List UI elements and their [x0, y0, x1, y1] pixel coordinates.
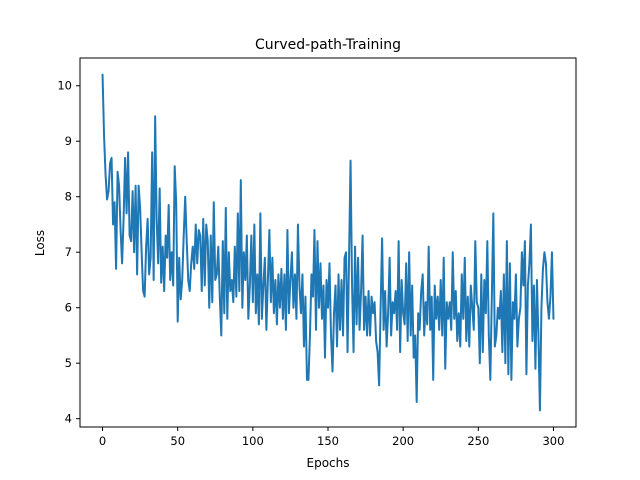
- y-tick-label: 7: [65, 245, 72, 259]
- x-axis-ticks: 0 50 100 150 200 250 300: [99, 427, 564, 448]
- x-tick-label: 200: [392, 434, 414, 448]
- y-tick-label: 6: [65, 301, 72, 315]
- y-tick-label: 5: [65, 356, 72, 370]
- y-tick-label: 4: [65, 412, 72, 426]
- x-tick-label: 0: [99, 434, 106, 448]
- x-tick-label: 150: [317, 434, 339, 448]
- x-tick-label: 50: [170, 434, 185, 448]
- plot-area: [79, 57, 577, 428]
- y-tick-label: 9: [65, 134, 72, 148]
- x-tick-label: 300: [542, 434, 564, 448]
- x-axis-label: Epochs: [307, 456, 350, 470]
- y-tick-label: 10: [57, 79, 72, 93]
- x-tick-label: 100: [242, 434, 264, 448]
- chart-title: Curved-path-Training: [255, 37, 401, 53]
- x-tick-label: 250: [467, 434, 489, 448]
- y-axis-label: Loss: [33, 230, 47, 256]
- series-line-loss: [101, 73, 555, 412]
- y-tick-label: 8: [65, 190, 72, 204]
- y-axis-ticks: 4 5 6 7 8 9 10: [57, 79, 80, 426]
